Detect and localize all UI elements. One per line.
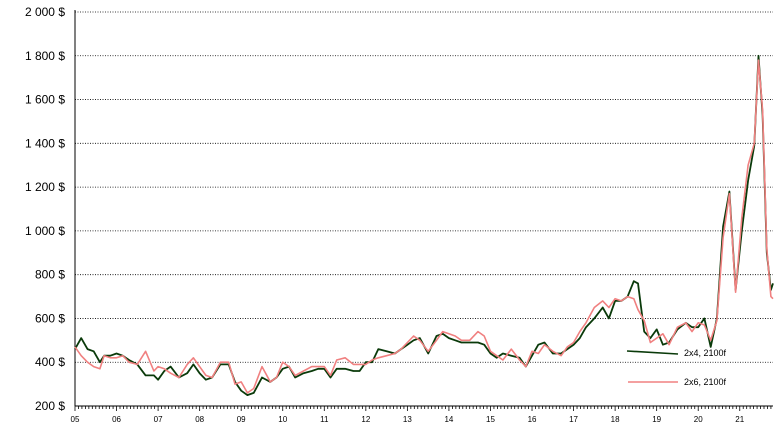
x-tick-label: 10 (278, 415, 287, 424)
x-tick-label: 20 (694, 415, 703, 424)
y-tick-label: 1 000 $ (25, 224, 65, 238)
y-tick-label: 200 $ (35, 399, 65, 413)
y-tick-label: 1 800 $ (25, 49, 65, 63)
y-tick-label: 800 $ (35, 268, 65, 282)
x-tick-label: 11 (320, 415, 329, 424)
x-tick-label: 12 (361, 415, 370, 424)
x-tick-label: 06 (112, 415, 121, 424)
x-tick-label: 09 (237, 415, 246, 424)
x-tick-label: 15 (486, 415, 495, 424)
x-tick-label: 19 (652, 415, 661, 424)
y-tick-label: 1 200 $ (25, 180, 65, 194)
x-axis: 05 06 07 08 09 10 11 12 13 14 15 16 17 18 19 20 21 (71, 405, 773, 424)
y-tick-label: 2 000 $ (25, 5, 65, 19)
x-tick-label: 17 (569, 415, 578, 424)
y-tick-label: 1 400 $ (25, 136, 65, 150)
y-tick-label: 1 600 $ (25, 93, 65, 107)
x-tick-label: 14 (444, 415, 453, 424)
x-tick-label: 07 (154, 415, 163, 424)
legend-swatch-1 (626, 350, 679, 355)
series-lines (74, 54, 774, 397)
x-tick-label: 16 (528, 415, 537, 424)
x-tick-label: 21 (735, 415, 744, 424)
legend: 2x4, 2100f 2x6, 2100f (626, 348, 727, 387)
y-tick-label: 600 $ (35, 311, 65, 325)
x-tick-label: 18 (611, 415, 620, 424)
legend-label-1: 2x4, 2100f (684, 348, 727, 358)
x-tick-label: 08 (195, 415, 204, 424)
x-tick-label: 05 (71, 415, 80, 424)
gridlines (75, 11, 773, 363)
x-tick-label: 13 (403, 415, 412, 424)
series-line-2 (74, 59, 774, 394)
y-axis: 200 $ 400 $ 600 $ 800 $ 1 000 $ 1 200 $ 1 400 … (25, 5, 76, 413)
y-tick-label: 400 $ (35, 355, 65, 369)
legend-label-2: 2x6, 2100f (684, 377, 727, 387)
